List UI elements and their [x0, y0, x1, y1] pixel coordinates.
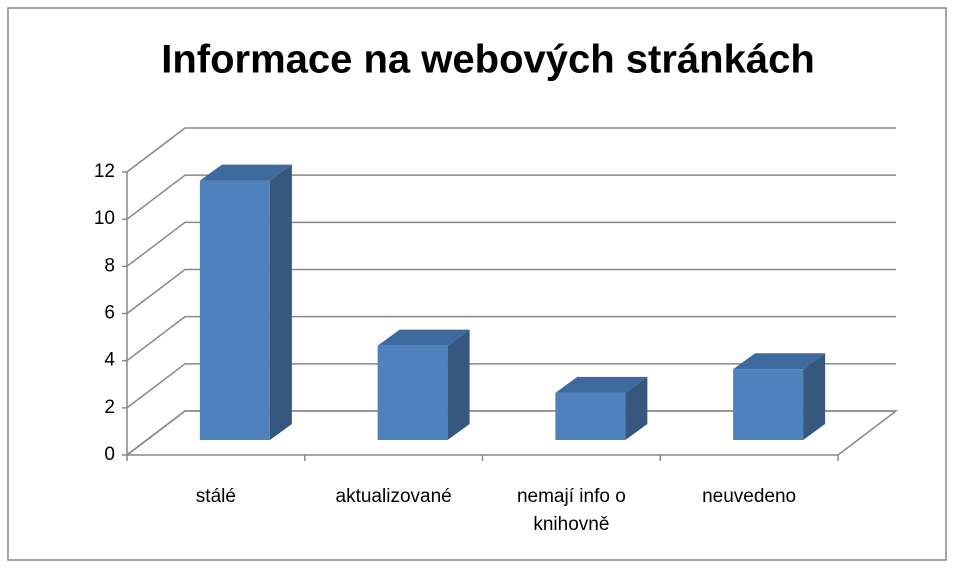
- bar-top: [555, 376, 648, 393]
- chart-title: Informace na webových stránkách: [161, 38, 815, 82]
- x-tick-label: aktualizované: [336, 486, 452, 507]
- grid-line: [126, 221, 896, 267]
- chart-frame: [7, 7, 947, 561]
- x-tick-label: stálé: [196, 486, 236, 507]
- bar-front: [733, 369, 804, 440]
- bar-side: [625, 376, 648, 440]
- bar-side: [447, 329, 470, 440]
- y-tick-label: 12: [94, 161, 115, 182]
- bar: [733, 353, 826, 440]
- bar-top: [199, 164, 292, 181]
- y-tick-label: 10: [94, 208, 115, 229]
- grid-line: [126, 410, 896, 456]
- bar-front: [199, 180, 270, 441]
- x-tick-label: nemají info o knihovně: [517, 486, 626, 535]
- label-line: knihovně: [533, 514, 609, 535]
- bar-front: [377, 345, 448, 440]
- y-tick-label: 8: [104, 255, 115, 276]
- grid-line: [126, 363, 896, 409]
- grid-line: [126, 174, 896, 220]
- y-tick-label: 0: [104, 444, 115, 465]
- bar: [377, 329, 470, 440]
- bar-front: [555, 392, 626, 440]
- x-tick-label: neuvedeno: [702, 486, 796, 507]
- bar: [199, 164, 292, 441]
- y-tick-label: 6: [104, 303, 115, 324]
- bar: [555, 376, 648, 440]
- y-tick-label: 4: [104, 350, 115, 371]
- grid-line: [126, 127, 896, 173]
- bar-top: [377, 329, 470, 346]
- bar-side: [269, 164, 292, 441]
- grid-line: [126, 268, 896, 315]
- y-tick-label: 2: [104, 397, 115, 418]
- label-line: nemají info o: [517, 486, 626, 507]
- bar-top: [733, 353, 826, 370]
- grid-line: [126, 315, 896, 362]
- bar-side: [803, 353, 826, 440]
